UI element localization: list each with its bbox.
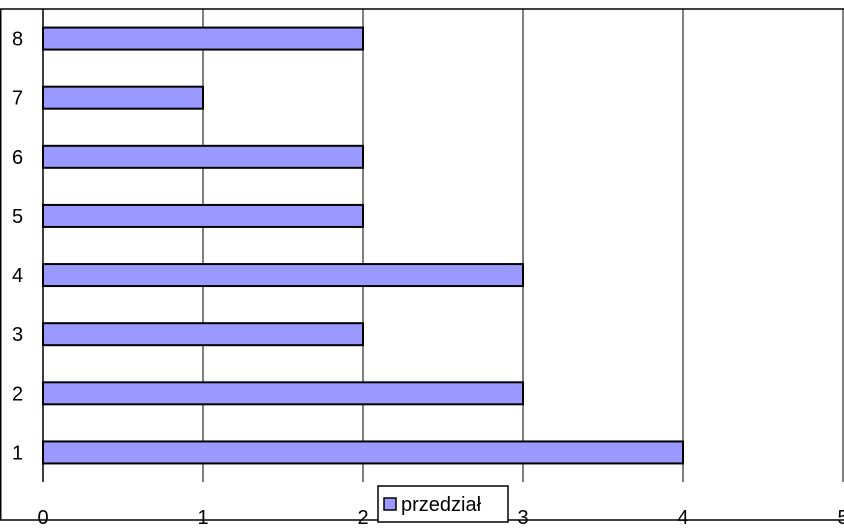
x-tick-label: 0: [37, 507, 48, 529]
y-tick-label: 2: [12, 383, 23, 405]
y-tick-label: 8: [12, 29, 23, 51]
x-tick-label: 5: [837, 507, 844, 529]
x-tick-label: 4: [677, 507, 688, 529]
bar: [42, 381, 524, 406]
legend-label: przedział: [401, 494, 482, 516]
x-tick-labels: 0 1 2 3 4 5: [37, 507, 844, 529]
y-tick-label: 1: [12, 442, 23, 464]
y-tick-label: 6: [12, 147, 23, 169]
y-tick-label: 4: [12, 265, 23, 287]
x-tick-label: 2: [357, 507, 368, 529]
bar: [42, 26, 364, 51]
y-tick-label: 5: [12, 206, 23, 228]
bar: [42, 263, 524, 288]
bar: [42, 440, 684, 465]
gridlines: [42, 9, 844, 482]
y-tick-label: 7: [12, 88, 23, 110]
legend-swatch: [383, 497, 397, 511]
bar: [42, 203, 364, 228]
y-tick-labels: 1 2 3 4 5 6 7 8: [12, 29, 23, 465]
bar: [42, 322, 364, 347]
y-tick-label: 3: [12, 324, 23, 346]
x-tick-label: 1: [197, 507, 208, 529]
bar: [42, 144, 364, 169]
x-tick-label: 3: [517, 507, 528, 529]
legend-box: [377, 485, 509, 523]
bars: [42, 26, 684, 465]
legend: przedział: [377, 485, 509, 523]
bar: [42, 85, 204, 110]
